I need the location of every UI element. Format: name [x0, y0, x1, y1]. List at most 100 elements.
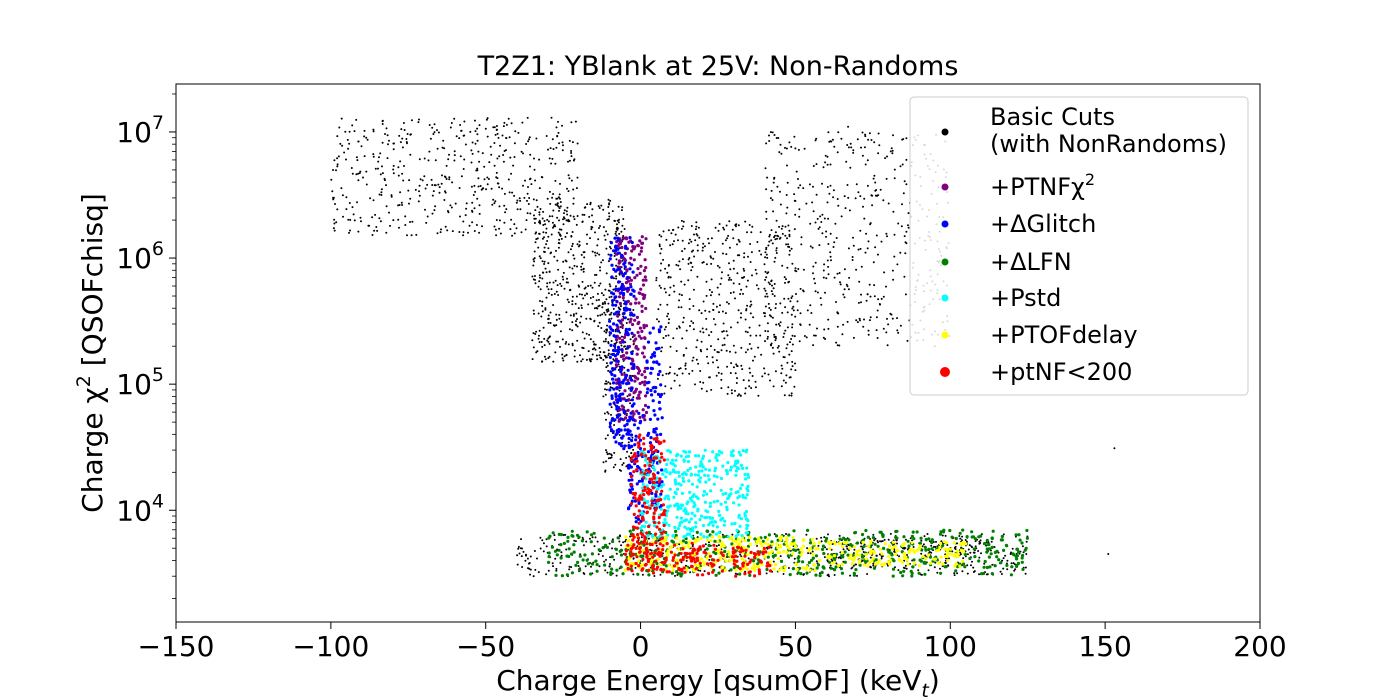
data-point [680, 227, 683, 230]
data-point [830, 553, 834, 557]
data-point [616, 223, 618, 226]
data-point [886, 548, 890, 552]
data-point [533, 257, 536, 260]
data-point [961, 535, 964, 538]
data-point [714, 323, 717, 326]
data-point [337, 155, 340, 158]
data-point [614, 232, 617, 235]
data-point [621, 293, 626, 297]
data-point [637, 479, 642, 483]
data-point [647, 537, 650, 540]
data-point [894, 566, 896, 569]
data-point [702, 242, 705, 245]
data-point [660, 262, 663, 265]
data-point [680, 294, 683, 297]
data-point [538, 334, 540, 337]
data-point [928, 561, 933, 565]
data-point [576, 243, 579, 246]
data-point [631, 418, 636, 422]
data-point [557, 120, 559, 123]
data-point [902, 138, 905, 141]
data-point [766, 542, 770, 547]
data-point [615, 300, 619, 304]
data-point [667, 312, 670, 315]
data-point [860, 532, 865, 537]
chart-title: T2Z1: YBlank at 25V: Non-Randoms [477, 51, 959, 82]
data-point [462, 168, 465, 170]
data-point [556, 216, 559, 219]
data-point [689, 556, 693, 560]
data-point [492, 126, 495, 129]
data-point [645, 366, 650, 370]
data-point [571, 267, 574, 270]
data-point [680, 280, 683, 283]
data-point [617, 377, 621, 381]
data-point [892, 210, 895, 213]
data-point [869, 538, 872, 540]
data-point [357, 140, 360, 143]
data-point [597, 553, 600, 556]
data-point [630, 438, 634, 443]
data-point [623, 444, 627, 448]
data-point [376, 229, 379, 232]
data-point [847, 556, 851, 560]
data-point [357, 230, 360, 233]
data-point [826, 574, 829, 577]
data-point [591, 226, 594, 229]
data-point [451, 230, 454, 233]
data-point [774, 238, 777, 241]
data-point [692, 356, 695, 359]
data-point [765, 210, 768, 213]
data-point [617, 221, 620, 224]
data-point [700, 514, 704, 518]
data-point [707, 362, 710, 365]
data-point [619, 553, 624, 557]
data-point [501, 134, 504, 137]
data-point [891, 152, 894, 155]
data-point [727, 278, 730, 281]
data-point [705, 263, 708, 266]
data-point [745, 448, 749, 452]
data-point [631, 436, 634, 439]
data-point [617, 261, 621, 265]
data-point [687, 520, 691, 524]
data-point [698, 464, 702, 468]
data-point [367, 224, 370, 227]
data-point [890, 147, 893, 150]
data-point [436, 129, 438, 132]
data-point [829, 555, 833, 559]
data-point [643, 418, 647, 422]
data-point [575, 223, 578, 226]
data-point [750, 231, 753, 234]
data-point [402, 122, 405, 124]
data-point [856, 574, 858, 577]
data-point [628, 267, 632, 271]
data-point [585, 292, 588, 295]
data-point [560, 285, 563, 287]
data-point [630, 331, 634, 335]
data-point [710, 388, 713, 391]
data-point [691, 369, 694, 372]
data-point [802, 290, 805, 293]
data-point [485, 118, 488, 121]
data-point [798, 208, 801, 211]
data-point [498, 205, 501, 208]
data-point [787, 297, 790, 300]
data-point [876, 337, 879, 339]
data-point [604, 569, 607, 572]
data-point [401, 204, 404, 206]
data-point [553, 324, 556, 327]
data-point [539, 547, 542, 550]
data-point [581, 262, 584, 265]
data-point [1024, 572, 1027, 575]
data-point [742, 379, 745, 382]
data-point [356, 159, 359, 162]
data-point [468, 224, 471, 227]
data-point [411, 220, 414, 223]
data-point [601, 306, 604, 309]
data-point [604, 355, 607, 357]
data-point [840, 562, 844, 566]
data-point [597, 548, 601, 552]
data-point [555, 553, 559, 557]
data-point [648, 331, 652, 335]
